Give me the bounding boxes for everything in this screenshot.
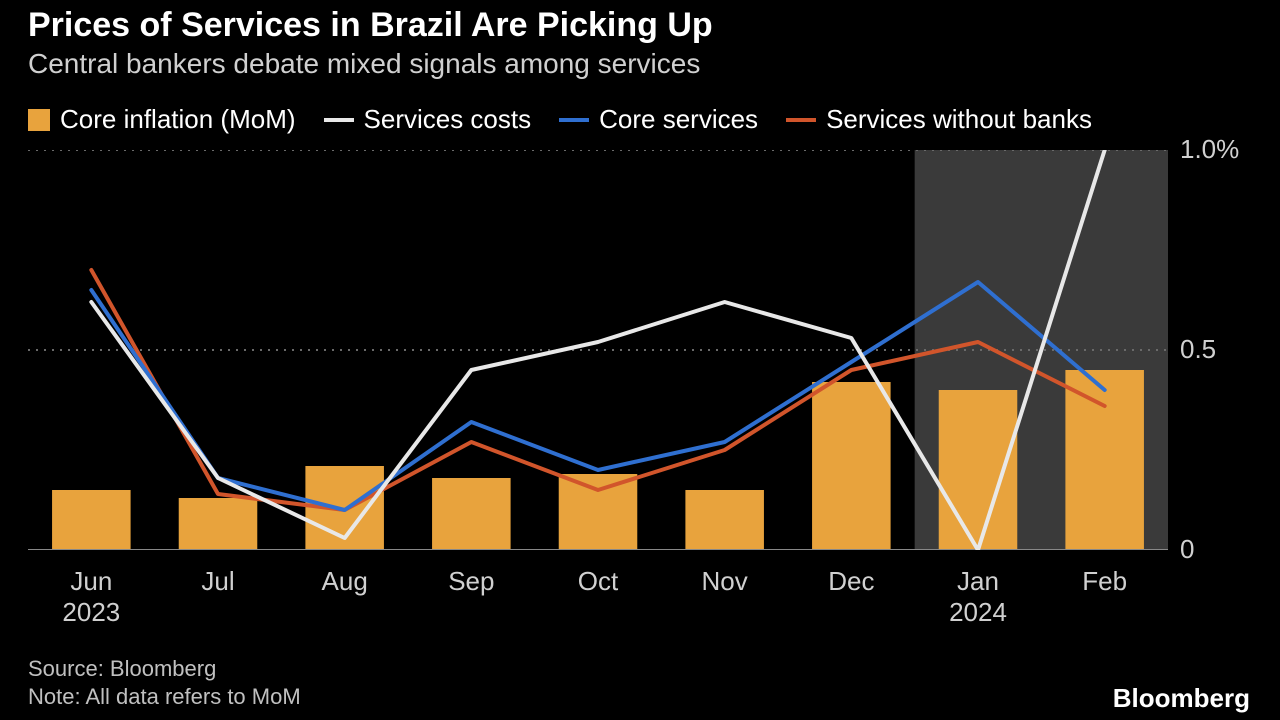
x-tick-label: Nov <box>702 566 748 597</box>
legend-swatch-line <box>324 118 354 122</box>
x-tick-label: Jul <box>201 566 234 597</box>
chart-subtitle: Central bankers debate mixed signals amo… <box>28 48 700 80</box>
brand-logo: Bloomberg <box>1113 683 1250 714</box>
legend-swatch-bar <box>28 109 50 131</box>
legend-swatch-line <box>559 118 589 122</box>
legend: Core inflation (MoM) Services costs Core… <box>28 104 1092 135</box>
y-tick-label: 0 <box>1180 534 1194 565</box>
legend-item-core-inflation: Core inflation (MoM) <box>28 104 296 135</box>
plot-area <box>28 150 1168 550</box>
chart-container: Prices of Services in Brazil Are Picking… <box>0 0 1280 720</box>
y-tick-label: 0.5 <box>1180 334 1216 365</box>
chart-title: Prices of Services in Brazil Are Picking… <box>28 6 713 45</box>
legend-label: Services costs <box>364 104 532 135</box>
x-tick-label: Jun2023 <box>62 566 120 628</box>
x-tick-label: Feb <box>1082 566 1127 597</box>
legend-label: Services without banks <box>826 104 1092 135</box>
legend-item-core-services: Core services <box>559 104 758 135</box>
x-tick-label: Sep <box>448 566 494 597</box>
chart-svg <box>28 150 1168 550</box>
x-tick-label: Aug <box>322 566 368 597</box>
legend-label: Core services <box>599 104 758 135</box>
legend-item-services-wo-banks: Services without banks <box>786 104 1092 135</box>
legend-label: Core inflation (MoM) <box>60 104 296 135</box>
x-tick-label: Jan2024 <box>949 566 1007 628</box>
y-axis: 00.51.0% <box>1180 150 1270 550</box>
legend-swatch-line <box>786 118 816 122</box>
x-tick-label: Dec <box>828 566 874 597</box>
source-text: Source: Bloomberg <box>28 656 301 682</box>
x-tick-label: Oct <box>578 566 618 597</box>
footer: Source: Bloomberg Note: All data refers … <box>28 656 301 710</box>
y-tick-label: 1.0% <box>1180 134 1239 165</box>
legend-item-services-costs: Services costs <box>324 104 532 135</box>
note-text: Note: All data refers to MoM <box>28 684 301 710</box>
